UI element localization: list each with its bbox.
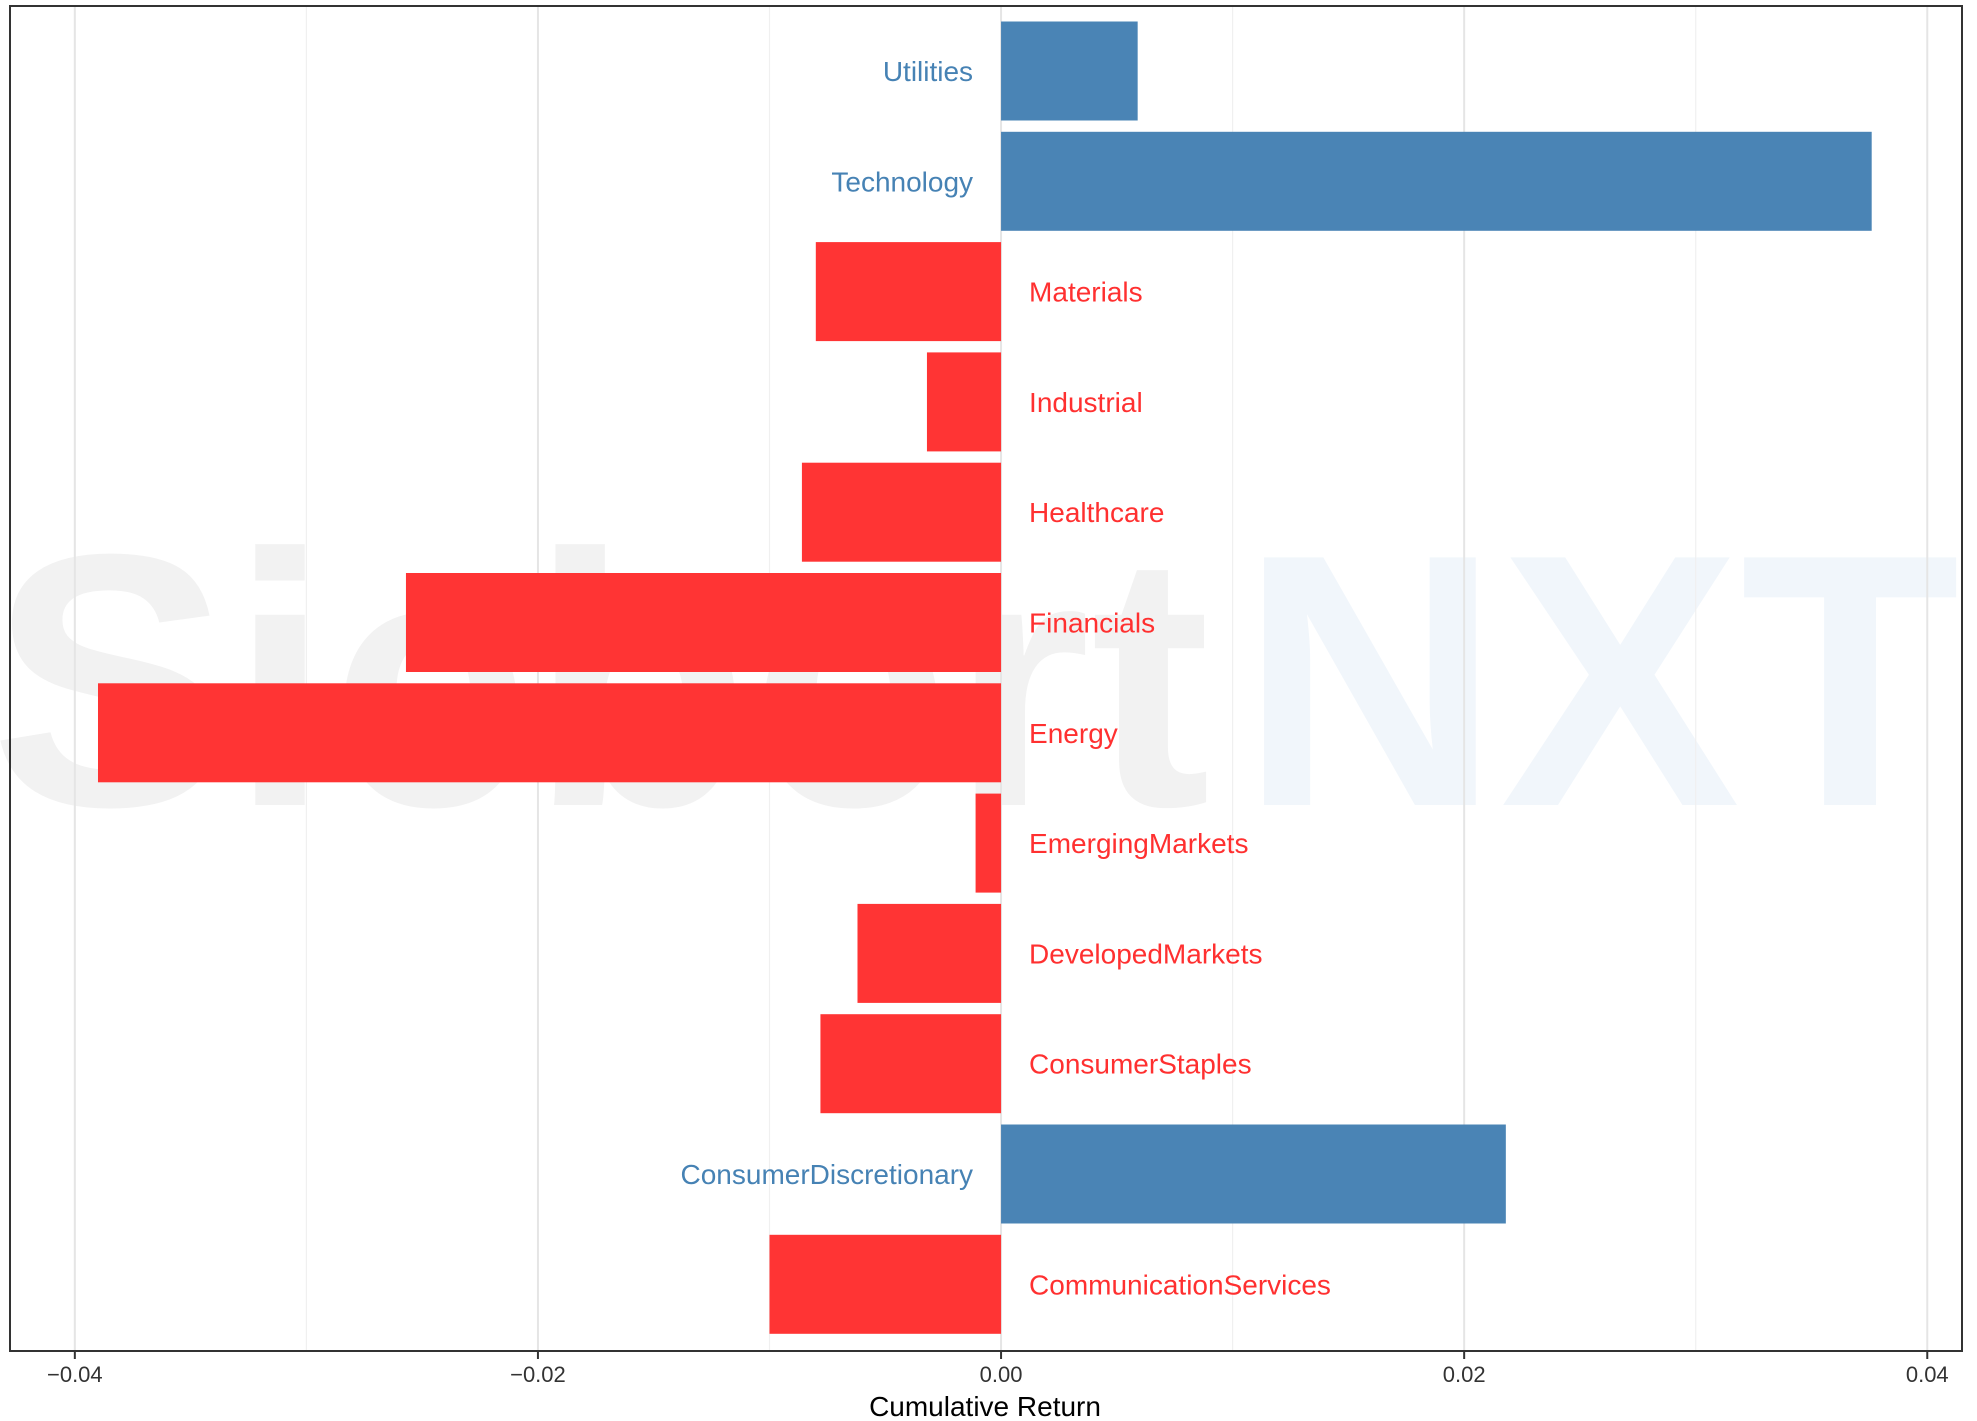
bar-energy bbox=[97, 683, 1002, 783]
bar-label-financials: Financials bbox=[1029, 608, 1155, 639]
x-tick-label: 0.04 bbox=[1906, 1362, 1949, 1387]
panel-border bbox=[9, 5, 1963, 1352]
bar-label-communicationservices: CommunicationServices bbox=[1029, 1269, 1331, 1300]
x-tick-label: −0.04 bbox=[47, 1362, 103, 1387]
x-tick-label: 0.02 bbox=[1443, 1362, 1486, 1387]
bar-materials bbox=[815, 242, 1002, 342]
watermark-text-nxt: NXT bbox=[1240, 480, 1960, 882]
bar-technology bbox=[1001, 131, 1872, 231]
bar-healthcare bbox=[801, 462, 1002, 562]
bar-label-healthcare: Healthcare bbox=[1029, 497, 1164, 528]
bar-label-consumerstaples: ConsumerStaples bbox=[1029, 1049, 1252, 1080]
bar-label-industrial: Industrial bbox=[1029, 387, 1143, 418]
bar-financials bbox=[405, 573, 1002, 672]
bars bbox=[97, 21, 1872, 1334]
bar-label-consumerdiscretionary: ConsumerDiscretionary bbox=[681, 1159, 974, 1190]
x-axis: −0.04 −0.02 0.00 0.02 0.04 bbox=[47, 1351, 1949, 1387]
bar-label-technology: Technology bbox=[831, 166, 973, 197]
bar-labels: Utilities Technology Materials Industrial He… bbox=[681, 56, 1331, 1300]
bar-label-emergingmarkets: EmergingMarkets bbox=[1029, 828, 1248, 859]
bar-label-utilities: Utilities bbox=[883, 56, 973, 87]
x-axis-title: Cumulative Return bbox=[869, 1391, 1101, 1421]
watermark: Siebert NXT bbox=[0, 480, 1960, 882]
bar-consumerstaples bbox=[820, 1014, 1002, 1114]
bar-label-materials: Materials bbox=[1029, 277, 1143, 308]
bar-communicationservices bbox=[769, 1234, 1002, 1334]
bar-utilities bbox=[1001, 21, 1138, 121]
bar-developedmarkets bbox=[857, 903, 1002, 1003]
bar-consumerdiscretionary bbox=[1001, 1124, 1506, 1224]
bar-industrial bbox=[926, 352, 1002, 452]
watermark-text-siebert: Siebert bbox=[0, 480, 1210, 882]
x-tick-label: 0.00 bbox=[980, 1362, 1023, 1387]
x-tick-label: −0.02 bbox=[510, 1362, 566, 1387]
bar-label-energy: Energy bbox=[1029, 718, 1118, 749]
bar-label-developedmarkets: DevelopedMarkets bbox=[1029, 938, 1262, 969]
bar-emergingmarkets bbox=[975, 793, 1002, 893]
